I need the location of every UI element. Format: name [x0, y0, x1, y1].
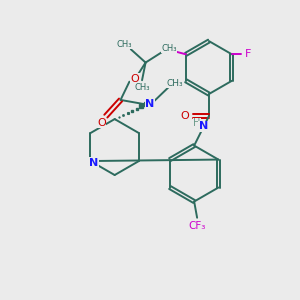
Text: O: O: [97, 118, 106, 128]
Text: CF₃: CF₃: [188, 221, 206, 231]
Text: N: N: [89, 158, 99, 167]
Text: O: O: [180, 111, 189, 121]
Text: CH₃: CH₃: [117, 40, 132, 49]
Text: F: F: [245, 49, 251, 59]
Text: O: O: [130, 74, 139, 84]
Text: CH₃: CH₃: [167, 79, 183, 88]
Text: CH₃: CH₃: [134, 83, 150, 92]
Text: H: H: [194, 118, 201, 128]
Text: I: I: [167, 44, 170, 56]
Text: CH₃: CH₃: [161, 44, 177, 53]
Text: N: N: [199, 122, 208, 131]
Text: N: N: [146, 99, 154, 110]
